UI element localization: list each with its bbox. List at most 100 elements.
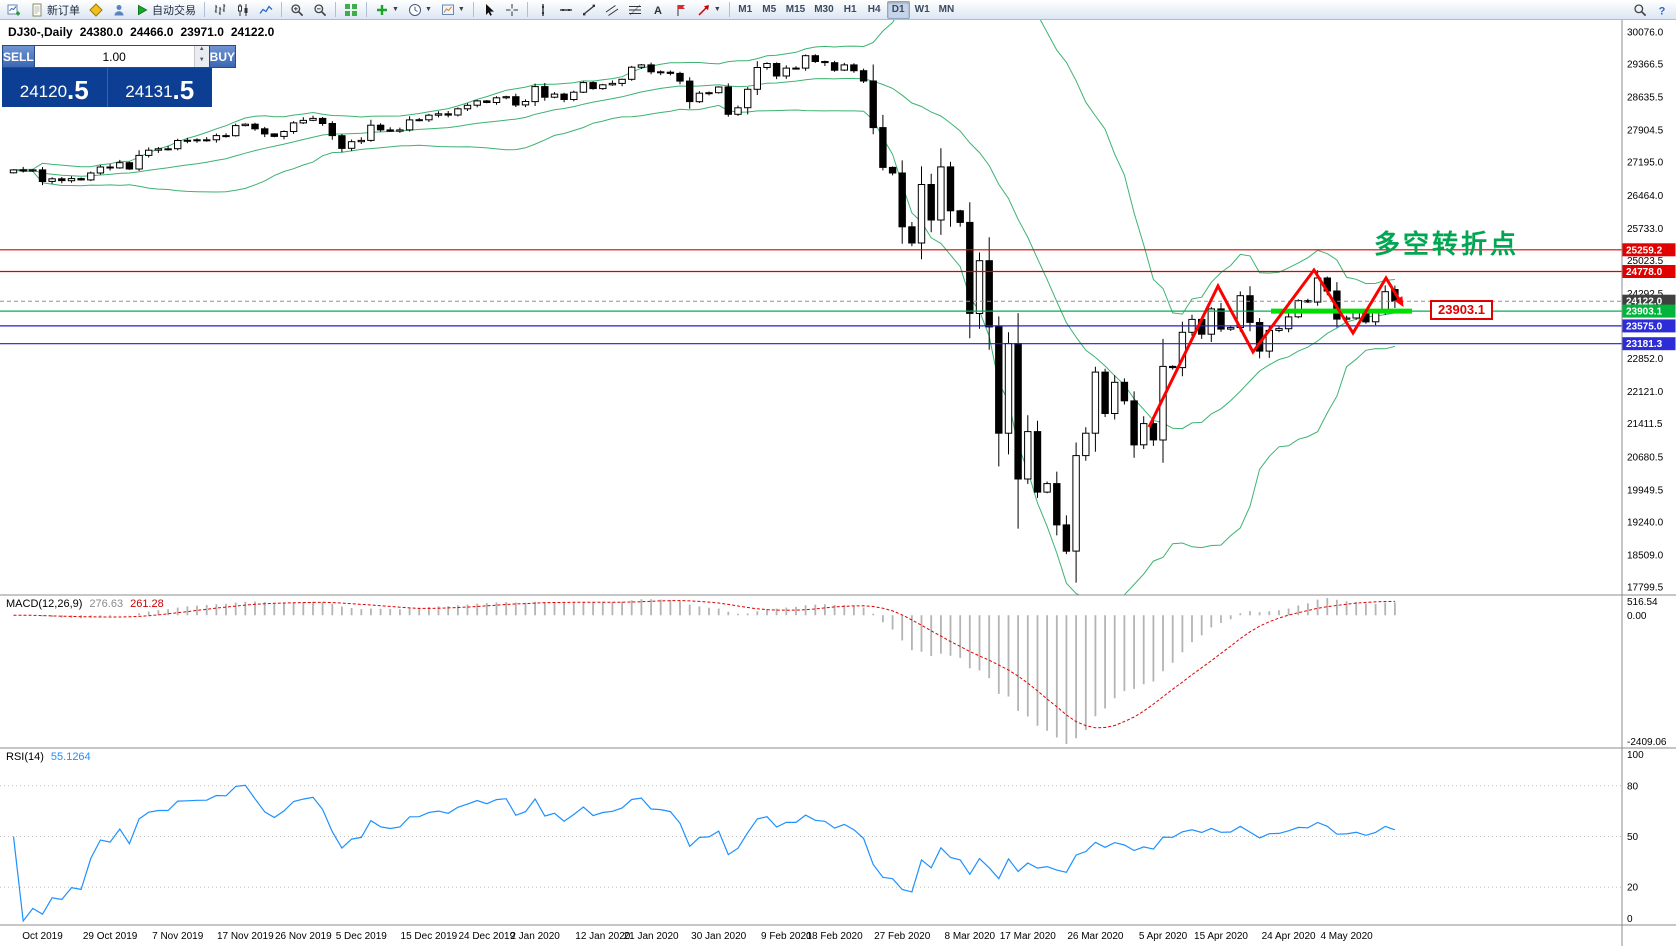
timeframe-mn-button[interactable]: MN <box>938 4 955 15</box>
svg-text:100: 100 <box>1627 750 1644 761</box>
one-click-trading-panel: SELL ▲ ▼ BUY 24120.5 24131.5 <box>2 45 237 107</box>
symbols-icon <box>89 2 103 17</box>
svg-text:15 Apr 2020: 15 Apr 2020 <box>1194 931 1248 942</box>
volume-down-button[interactable]: ▼ <box>194 56 209 67</box>
timeframe-m1-button[interactable]: M1 <box>738 4 753 15</box>
templates-icon <box>441 4 454 15</box>
toolbar-zoom-in-button[interactable] <box>286 1 308 19</box>
toolbar-arrows-button[interactable]: ▼ <box>693 1 725 19</box>
sell-price-display[interactable]: 24120.5 <box>2 68 107 107</box>
chart-canvas[interactable]: 30076.0 29366.5 28635.5 27904.5 27195.0 26464… <box>0 20 1676 946</box>
new-chart-icon <box>7 4 20 15</box>
toolbar-symbols-button[interactable] <box>85 1 107 19</box>
toolbar-help-button[interactable]: ? <box>1651 1 1673 19</box>
svg-text:18509.0: 18509.0 <box>1627 550 1664 561</box>
zoom-out-icon <box>314 3 327 16</box>
svg-text:27195.0: 27195.0 <box>1627 158 1664 169</box>
buy-button[interactable]: BUY <box>208 45 237 68</box>
svg-text:24778.0: 24778.0 <box>1626 267 1663 278</box>
toolbar-bars-view-button[interactable] <box>209 1 231 19</box>
toolbar-indicators-button[interactable]: ▼ <box>371 1 403 19</box>
svg-text:Oct 2019: Oct 2019 <box>22 931 63 942</box>
timeframe-h1-button[interactable]: H1 <box>843 4 857 15</box>
timeframe-d1-button[interactable]: D1 <box>886 0 910 19</box>
svg-text:26464.0: 26464.0 <box>1627 191 1664 202</box>
svg-text:7 Nov 2019: 7 Nov 2019 <box>152 931 204 942</box>
toolbar-channel-button[interactable] <box>601 1 623 19</box>
toolbar-horizontal-line-button[interactable] <box>555 1 577 19</box>
svg-text:27904.5: 27904.5 <box>1627 126 1664 137</box>
toolbar-new-order-label: 新订单 <box>47 4 80 17</box>
svg-text:80: 80 <box>1627 781 1639 792</box>
toolbar-autotrading-button[interactable]: 自动交易 <box>131 1 200 19</box>
toolbar-autotrading-label: 自动交易 <box>152 4 196 17</box>
toolbar-zoom-out-button[interactable] <box>309 1 331 19</box>
tile-windows-icon <box>345 3 357 16</box>
channel-icon <box>605 4 619 16</box>
toolbar-line-view-button[interactable] <box>255 1 277 19</box>
toolbar-new-order-button[interactable]: 新订单 <box>26 1 84 19</box>
toolbar-crosshair-button[interactable] <box>501 1 523 19</box>
svg-text:22121.0: 22121.0 <box>1627 387 1664 398</box>
toolbar-label-button[interactable] <box>670 1 692 19</box>
zigzag-arrowhead <box>1394 296 1404 307</box>
toolbar-fibonacci-button[interactable] <box>624 1 646 19</box>
svg-text:19240.0: 19240.0 <box>1627 517 1664 528</box>
toolbar-templates-button[interactable]: ▼ <box>437 1 469 19</box>
timeframe-m5-button[interactable]: M5 <box>762 4 777 15</box>
autotrading-icon <box>138 4 148 15</box>
timeframe-m15-button[interactable]: M15 <box>785 4 806 15</box>
toolbar-new-chart-button[interactable] <box>3 1 25 19</box>
svg-text:12 Jan 2020: 12 Jan 2020 <box>575 931 630 942</box>
svg-text:30076.0: 30076.0 <box>1627 28 1664 39</box>
arrows-icon <box>698 4 709 16</box>
toolbar-trendline-button[interactable] <box>578 1 600 19</box>
volume-up-button[interactable]: ▲ <box>194 46 209 57</box>
svg-text:24292.5: 24292.5 <box>1627 289 1664 300</box>
svg-text:28635.5: 28635.5 <box>1627 93 1664 104</box>
svg-text:4 May 2020: 4 May 2020 <box>1320 931 1373 942</box>
timeframe-w1-button[interactable]: W1 <box>914 4 930 15</box>
sell-button[interactable]: SELL <box>2 45 35 68</box>
toolbar-candles-view-button[interactable] <box>232 1 254 19</box>
volume-field: ▲ ▼ <box>34 45 209 68</box>
svg-text:25023.5: 25023.5 <box>1627 256 1664 267</box>
svg-text:0: 0 <box>1627 914 1633 925</box>
toolbar-profile-button[interactable] <box>108 1 130 19</box>
main-chart-pane[interactable] <box>0 20 1622 603</box>
vertical-line-icon <box>541 3 544 16</box>
rsi-pane[interactable] <box>0 784 1622 923</box>
toolbar-cursor-button[interactable] <box>478 1 500 19</box>
caret-down-icon: ▼ <box>392 6 399 13</box>
zigzag-trend-annotation[interactable] <box>1147 267 1402 428</box>
toolbar-vertical-line-button[interactable] <box>532 1 554 19</box>
svg-text:25259.2: 25259.2 <box>1626 245 1663 256</box>
crosshair-icon <box>505 3 518 16</box>
trendline-icon <box>582 4 595 15</box>
annotation-level-callout[interactable]: 23903.1 <box>1430 300 1493 320</box>
timeframe-h4-button[interactable]: H4 <box>867 4 881 15</box>
svg-text:9 Feb 2020: 9 Feb 2020 <box>761 931 812 942</box>
price-tag <box>1622 265 1676 278</box>
timeframe-m30-button[interactable]: M30 <box>814 4 834 15</box>
toolbar-separator <box>366 2 367 17</box>
volume-input[interactable] <box>34 46 194 67</box>
buy-price-display[interactable]: 24131.5 <box>106 68 213 107</box>
price-scale[interactable]: 30076.0 29366.5 28635.5 27904.5 27195.0 26464… <box>1622 28 1676 926</box>
svg-text:17 Nov 2019: 17 Nov 2019 <box>217 931 274 942</box>
caret-down-icon: ▼ <box>457 6 465 13</box>
macd-signal-line <box>13 600 1395 729</box>
buy-price-main: 24131 <box>125 82 173 101</box>
toolbar-text-button[interactable]: A <box>647 1 669 19</box>
time-scale[interactable]: Oct 2019 29 Oct 2019 7 Nov 2019 17 Nov 2019… <box>22 931 1373 942</box>
bollinger-upper-band <box>13 20 1395 315</box>
svg-text:21 Jan 2020: 21 Jan 2020 <box>624 931 679 942</box>
svg-text:17799.5: 17799.5 <box>1627 583 1664 594</box>
toolbar-search-button[interactable] <box>1629 1 1651 19</box>
new-order-icon <box>32 3 42 16</box>
svg-text:29366.5: 29366.5 <box>1627 60 1664 71</box>
svg-text:20: 20 <box>1627 883 1639 894</box>
toolbar-tile-windows-button[interactable] <box>340 1 362 19</box>
toolbar-periods-button[interactable]: ▼ <box>404 1 436 19</box>
macd-pane[interactable] <box>13 598 1396 744</box>
